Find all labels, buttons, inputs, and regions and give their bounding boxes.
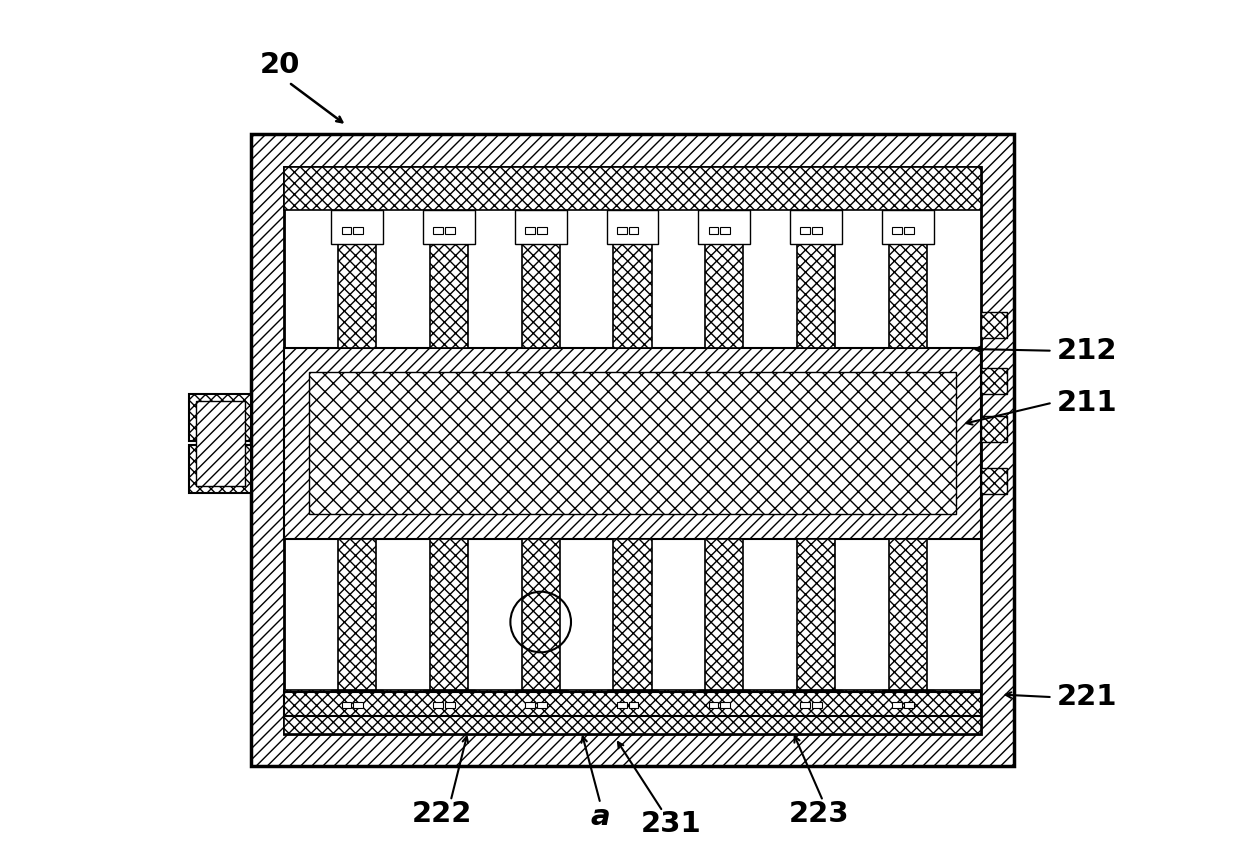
Bar — [628, 227, 638, 234]
Text: 212: 212 — [1057, 337, 1118, 365]
Bar — [285, 167, 980, 734]
Bar — [709, 702, 719, 708]
Bar — [422, 210, 475, 244]
Bar — [797, 244, 835, 348]
Bar — [813, 227, 821, 234]
Text: a: a — [591, 803, 611, 830]
Text: 221: 221 — [1057, 683, 1118, 711]
Bar — [353, 227, 363, 234]
Bar — [797, 539, 835, 690]
Bar — [353, 702, 363, 708]
Bar — [285, 692, 980, 716]
Bar — [705, 244, 743, 348]
Bar — [617, 227, 627, 234]
Bar — [422, 690, 475, 712]
Bar — [705, 539, 743, 690]
Bar — [331, 210, 383, 244]
Bar — [888, 539, 927, 690]
Bar — [709, 227, 719, 234]
Bar — [536, 702, 546, 708]
Bar — [980, 468, 1006, 494]
Bar — [888, 244, 927, 348]
Bar — [525, 227, 535, 234]
Bar — [342, 702, 351, 708]
Bar — [434, 702, 444, 708]
Bar — [514, 690, 566, 712]
Bar — [331, 690, 383, 712]
Bar — [338, 244, 377, 348]
Bar — [699, 690, 751, 712]
Bar — [980, 368, 1006, 394]
Bar — [882, 690, 934, 712]
Bar — [196, 400, 244, 487]
Bar — [514, 210, 566, 244]
Bar — [813, 702, 821, 708]
Bar — [430, 244, 468, 348]
Bar — [434, 227, 444, 234]
Bar — [790, 210, 843, 244]
Bar — [882, 210, 934, 244]
Bar — [720, 702, 730, 708]
Bar — [904, 227, 914, 234]
Bar — [904, 702, 914, 708]
Bar — [980, 312, 1006, 338]
Text: 20: 20 — [260, 51, 300, 79]
Bar — [190, 445, 252, 494]
Bar — [613, 244, 652, 348]
Bar — [892, 227, 902, 234]
Bar — [720, 227, 730, 234]
Text: 231: 231 — [641, 811, 701, 838]
Text: 222: 222 — [411, 800, 472, 828]
Bar — [800, 227, 810, 234]
Bar — [607, 690, 658, 712]
Bar — [285, 167, 980, 210]
Bar — [285, 348, 980, 539]
Bar — [617, 702, 627, 708]
Bar — [892, 702, 902, 708]
Bar — [699, 210, 751, 244]
Bar — [430, 539, 468, 690]
Bar — [342, 227, 351, 234]
Bar — [445, 702, 455, 708]
Text: 211: 211 — [1057, 389, 1118, 417]
Bar — [525, 702, 535, 708]
Bar — [285, 690, 980, 734]
Bar — [309, 372, 957, 514]
Bar — [252, 134, 1014, 766]
Bar — [338, 539, 377, 690]
Bar — [613, 539, 652, 690]
Bar — [536, 227, 546, 234]
Text: 223: 223 — [788, 800, 849, 828]
Bar — [445, 227, 455, 234]
Bar — [628, 702, 638, 708]
Bar — [790, 690, 843, 712]
Bar — [190, 393, 252, 442]
Bar — [980, 416, 1006, 442]
Bar — [800, 702, 810, 708]
Bar — [522, 539, 560, 690]
Bar — [607, 210, 658, 244]
Bar — [522, 244, 560, 348]
